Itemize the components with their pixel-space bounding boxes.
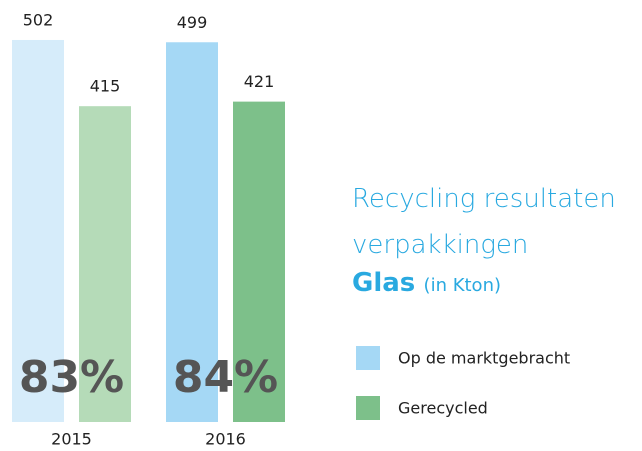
bar — [233, 101, 285, 422]
legend-label: Gerecycled — [398, 399, 488, 418]
x-tick-label: 2016 — [205, 430, 246, 449]
subtitle-line: Glas (in Kton) — [352, 268, 501, 298]
chart-title: Recycling resultaten verpakkingen — [352, 184, 616, 260]
unit-label: (in Kton) — [423, 275, 502, 296]
value-label: 499 — [177, 13, 208, 32]
legend-label: Op de marktgebracht — [398, 349, 570, 368]
chart-subtitle: Glas — [352, 268, 416, 298]
legend-swatch — [356, 346, 380, 370]
bar — [12, 39, 64, 423]
value-label: 502 — [23, 10, 54, 29]
value-label: 415 — [90, 77, 121, 96]
annotation: 84% — [173, 352, 278, 403]
bar — [79, 106, 131, 422]
legend-swatch — [356, 396, 380, 420]
annotation: 83% — [19, 352, 124, 403]
value-label: 421 — [244, 72, 275, 91]
bar — [166, 42, 218, 423]
x-tick-label: 2015 — [51, 430, 92, 449]
